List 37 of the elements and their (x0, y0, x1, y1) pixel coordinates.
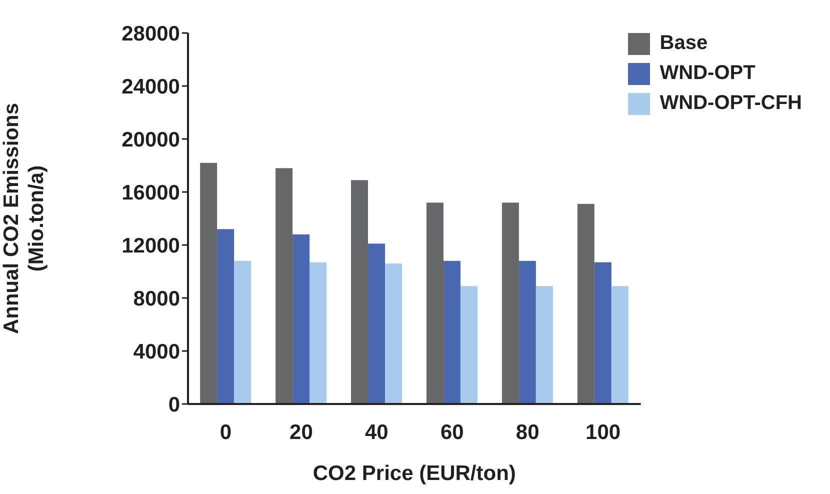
bar (443, 260, 460, 404)
x-tick-label: 80 (516, 420, 540, 444)
bar (577, 204, 594, 404)
x-tick-label: 100 (586, 420, 621, 444)
bar (460, 286, 478, 404)
y-tick-label: 4000 (133, 340, 180, 364)
bar (292, 234, 310, 404)
bar (217, 229, 234, 404)
bar (611, 286, 628, 404)
y-axis-title: Annual CO2 Emissions (Mio.ton/a) (0, 102, 48, 334)
bar (351, 180, 368, 404)
legend-label: Base (660, 32, 708, 54)
y-tick-label: 24000 (122, 75, 180, 98)
x-tick-label: 20 (290, 420, 313, 444)
legend-label: WND-OPT (660, 62, 756, 84)
bar (200, 162, 218, 404)
x-tick-label: 60 (440, 420, 464, 444)
bar (426, 202, 444, 404)
bar (518, 260, 536, 404)
bar (594, 262, 612, 404)
bar (536, 286, 553, 404)
y-tick-label: 16000 (122, 181, 180, 204)
bar (502, 202, 519, 404)
y-tick-label: 8000 (133, 287, 180, 310)
x-tick-label: 40 (364, 420, 388, 444)
bar (385, 264, 402, 404)
bar (276, 168, 293, 404)
y-tick-label: 28000 (122, 22, 180, 46)
y-tick-label: 20000 (122, 128, 180, 152)
bar (368, 244, 386, 404)
legend-label: WND-OPT-CFH (660, 92, 802, 114)
x-axis-title: CO2 Price (EUR/ton) (312, 462, 516, 485)
y-tick-label: 0 (168, 393, 180, 416)
bar (234, 260, 252, 404)
bar (310, 262, 327, 404)
y-tick-label: 12000 (122, 234, 180, 258)
x-tick-label: 0 (220, 420, 232, 444)
